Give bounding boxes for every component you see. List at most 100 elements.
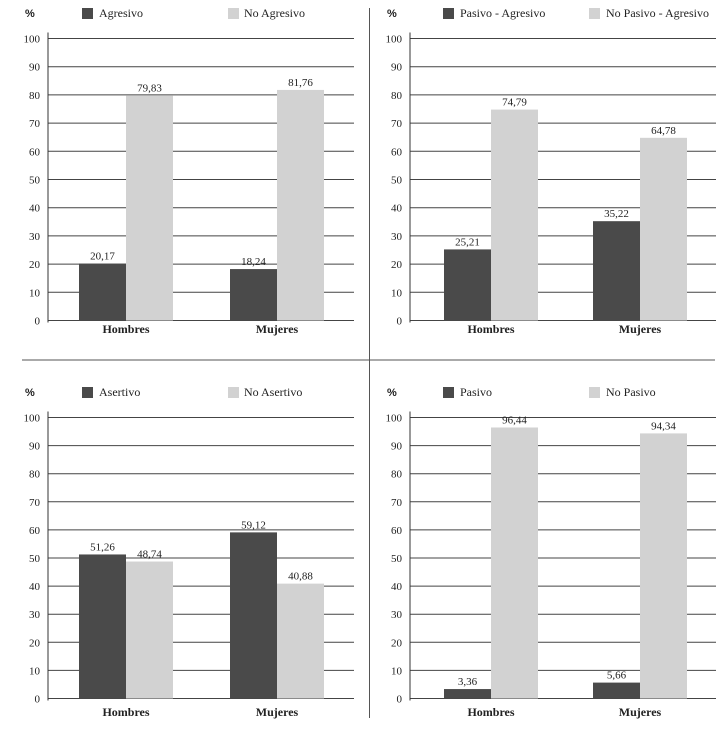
legend-swatch xyxy=(82,387,93,398)
y-tick-label: 0 xyxy=(397,694,403,706)
y-tick-label: 20 xyxy=(391,637,403,649)
bar-value-label: 40,88 xyxy=(288,571,313,583)
y-tick-label: 100 xyxy=(24,413,41,425)
bar xyxy=(277,89,324,321)
x-category-label: Mujeres xyxy=(619,705,662,719)
legend-label: No Pasivo xyxy=(606,385,656,399)
x-category-label: Mujeres xyxy=(256,322,299,336)
y-tick-label: 70 xyxy=(29,497,41,509)
legend-label: No Asertivo xyxy=(244,385,302,399)
bar xyxy=(230,532,277,699)
y-tick-label: 90 xyxy=(391,62,403,74)
legend-swatch xyxy=(443,387,454,398)
y-tick-label: 90 xyxy=(391,441,403,453)
legend-swatch xyxy=(589,8,600,19)
y-tick-label: 40 xyxy=(29,203,41,215)
bar-value-label: 3,36 xyxy=(458,676,478,688)
bar xyxy=(640,137,687,321)
bar-value-label: 5,66 xyxy=(607,670,627,682)
bar xyxy=(593,221,640,321)
legend-swatch xyxy=(443,8,454,19)
legend-swatch xyxy=(228,8,239,19)
legend-label: Agresivo xyxy=(99,6,143,20)
x-category-label: Mujeres xyxy=(256,705,299,719)
bar-value-label: 20,17 xyxy=(90,251,115,263)
y-tick-label: 30 xyxy=(391,231,403,243)
y-tick-label: 10 xyxy=(29,665,41,677)
x-category-label: Hombres xyxy=(102,322,149,336)
y-axis-unit-label: % xyxy=(25,8,35,20)
y-tick-label: 80 xyxy=(391,90,403,102)
y-tick-label: 70 xyxy=(391,497,403,509)
bar-value-label: 59,12 xyxy=(241,519,266,531)
y-tick-label: 50 xyxy=(29,553,41,565)
bar-value-label: 74,79 xyxy=(502,97,527,109)
bar xyxy=(491,427,538,699)
bar-value-label: 81,76 xyxy=(288,77,313,89)
legend-label: Pasivo - Agresivo xyxy=(460,6,545,20)
chart-panel-4: 0 10 20 30 40 50 60 70 80 90 100% Pasivo No Pasivo 3,… xyxy=(386,385,716,719)
y-tick-label: 60 xyxy=(29,525,41,537)
y-tick-label: 100 xyxy=(386,34,403,46)
y-tick-label: 90 xyxy=(29,441,41,453)
legend-label: Pasivo xyxy=(460,385,492,399)
legend-label: No Pasivo - Agresivo xyxy=(606,6,709,20)
y-tick-label: 60 xyxy=(391,525,403,537)
y-tick-label: 60 xyxy=(29,146,41,158)
x-category-label: Hombres xyxy=(102,705,149,719)
y-axis-unit-label: % xyxy=(387,8,397,20)
legend-swatch xyxy=(228,387,239,398)
y-tick-label: 20 xyxy=(29,637,41,649)
y-tick-label: 30 xyxy=(29,609,41,621)
bar-value-label: 96,44 xyxy=(502,415,527,427)
chart-panel-1: 0 10 20 30 40 50 60 70 80 90 100% Agresivo No Agresi… xyxy=(24,6,354,336)
bar xyxy=(79,554,126,699)
y-tick-label: 0 xyxy=(397,316,403,328)
bar-value-label: 51,26 xyxy=(90,541,115,553)
y-tick-label: 80 xyxy=(29,90,41,102)
bar-value-label: 25,21 xyxy=(455,236,480,248)
y-tick-label: 40 xyxy=(391,581,403,593)
bar-value-label: 79,83 xyxy=(137,82,162,94)
bar xyxy=(444,689,491,699)
y-tick-label: 40 xyxy=(29,581,41,593)
legend-label: Asertivo xyxy=(99,385,140,399)
y-tick-label: 10 xyxy=(391,665,403,677)
y-tick-label: 50 xyxy=(391,553,403,565)
y-tick-label: 20 xyxy=(29,259,41,271)
legend-swatch xyxy=(589,387,600,398)
x-category-label: Hombres xyxy=(467,322,514,336)
y-tick-label: 40 xyxy=(391,203,403,215)
y-tick-label: 0 xyxy=(35,694,41,706)
bar xyxy=(444,249,491,321)
y-tick-label: 50 xyxy=(29,175,41,187)
legend-swatch xyxy=(82,8,93,19)
bar xyxy=(230,269,277,321)
y-tick-label: 80 xyxy=(391,469,403,481)
bar xyxy=(126,95,173,321)
bar xyxy=(79,263,126,321)
y-tick-label: 80 xyxy=(29,469,41,481)
y-tick-label: 10 xyxy=(391,287,403,299)
y-tick-label: 50 xyxy=(391,175,403,187)
chart-panel-3: 0 10 20 30 40 50 60 70 80 90 100% Asertivo No Aserti… xyxy=(24,385,354,719)
y-tick-label: 10 xyxy=(29,287,41,299)
y-tick-label: 30 xyxy=(391,609,403,621)
y-tick-label: 100 xyxy=(386,413,403,425)
bar xyxy=(593,682,640,699)
y-axis-unit-label: % xyxy=(25,387,35,399)
y-tick-label: 70 xyxy=(391,118,403,130)
y-tick-label: 0 xyxy=(35,316,41,328)
y-tick-label: 70 xyxy=(29,118,41,130)
y-axis-unit-label: % xyxy=(387,387,397,399)
x-category-label: Mujeres xyxy=(619,322,662,336)
x-category-label: Hombres xyxy=(467,705,514,719)
bar xyxy=(277,583,324,699)
bar-value-label: 64,78 xyxy=(651,125,676,137)
y-tick-label: 90 xyxy=(29,62,41,74)
bar-value-label: 94,34 xyxy=(651,420,676,432)
y-tick-label: 30 xyxy=(29,231,41,243)
bar-value-label: 48,74 xyxy=(137,549,162,561)
